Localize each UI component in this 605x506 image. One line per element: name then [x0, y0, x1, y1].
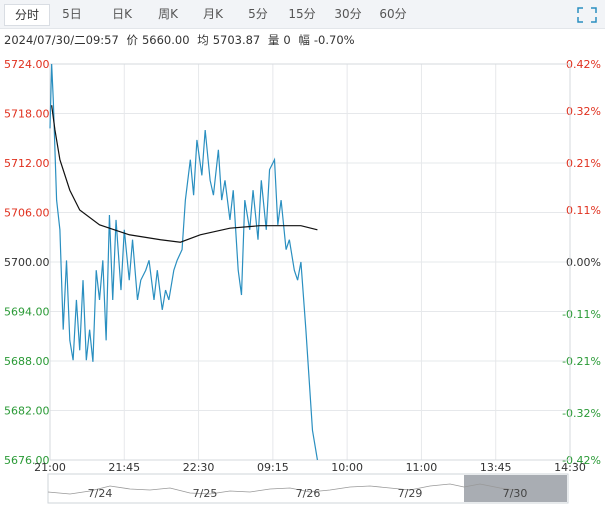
x-tick-label: 14:30 — [554, 461, 586, 474]
navigator-label: 7/26 — [296, 487, 321, 500]
navigator-line — [47, 483, 516, 495]
y-tick-label: 5688.00 — [4, 355, 50, 368]
y-tick-label: 5682.00 — [4, 405, 50, 418]
info-value: -0.70% — [313, 33, 355, 47]
x-tick-label: 11:00 — [406, 461, 438, 474]
tab[interactable]: 30分 — [334, 7, 362, 21]
navigator-window — [464, 475, 567, 502]
y-tick-label: 5724.00 — [4, 58, 50, 71]
y2-tick-label: -0.42% — [562, 454, 601, 467]
tab[interactable]: 15分 — [288, 7, 316, 21]
y-tick-label: 5706.00 — [4, 207, 50, 220]
y2-tick-label: -0.11% — [562, 308, 601, 321]
info-time: 2024/07/30/二09:57 — [4, 33, 119, 47]
y2-tick-label: -0.32% — [562, 407, 601, 420]
x-tick-label: 13:45 — [480, 461, 512, 474]
y2-tick-label: 0.00% — [566, 256, 601, 269]
tab[interactable]: 5日 — [62, 7, 82, 21]
y2-tick-label: 0.42% — [566, 58, 601, 71]
x-tick-label: 21:45 — [108, 461, 140, 474]
tab[interactable]: 周K — [158, 7, 178, 21]
y-tick-label: 5700.00 — [4, 256, 50, 269]
x-tick-label: 09:15 — [257, 461, 289, 474]
navigator-label: 7/30 — [503, 487, 528, 500]
info-label: 价 — [126, 33, 138, 47]
navigator-label: 7/25 — [193, 487, 218, 500]
tab-bar: 分时 5日 日K 周K 月K 5分 15分 30分 60分 — [0, 0, 605, 29]
y2-tick-label: -0.21% — [562, 355, 601, 368]
y2-tick-label: 0.11% — [566, 204, 601, 217]
info-label: 量 — [267, 33, 280, 47]
x-tick-label: 21:00 — [34, 461, 66, 474]
y-tick-label: 5694.00 — [4, 306, 50, 319]
tab[interactable]: 60分 — [379, 7, 407, 21]
price-line — [49, 63, 319, 461]
tab[interactable]: 5分 — [248, 7, 268, 21]
tab[interactable]: 日K — [112, 7, 132, 21]
info-label: 幅 — [298, 33, 310, 47]
tab[interactable]: 月K — [203, 7, 223, 21]
y-tick-label: 5718.00 — [4, 108, 50, 121]
y2-tick-label: 0.21% — [566, 157, 601, 170]
price-line — [51, 105, 318, 243]
tab[interactable]: 分时 — [4, 4, 50, 26]
x-tick-label: 10:00 — [331, 461, 363, 474]
info-label: 均 — [197, 33, 209, 47]
y-tick-label: 5712.00 — [4, 157, 50, 170]
navigator — [47, 473, 569, 504]
y-tick-label: 5676.00 — [4, 454, 50, 467]
y2-tick-label: 0.32% — [566, 105, 601, 118]
info-value: 0 — [283, 33, 291, 47]
info-value: 5703.87 — [212, 33, 261, 47]
plot-frame — [49, 63, 571, 461]
info-value: 5660.00 — [141, 33, 190, 47]
navigator-label: 7/24 — [88, 487, 113, 500]
x-tick-label: 22:30 — [183, 461, 215, 474]
navigator-label: 7/29 — [398, 487, 423, 500]
